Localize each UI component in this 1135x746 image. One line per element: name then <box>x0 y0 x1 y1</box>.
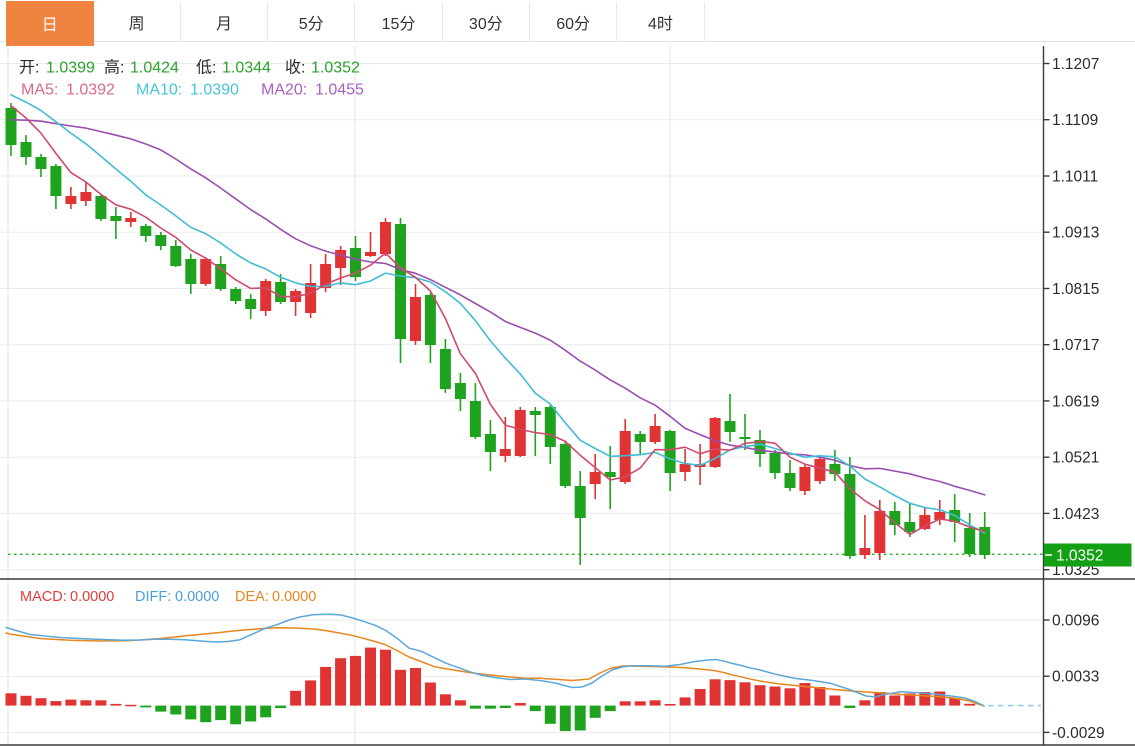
svg-text:高:: 高: <box>104 59 124 77</box>
svg-text:1.0392: 1.0392 <box>66 82 115 99</box>
svg-text:收:: 收: <box>285 59 305 77</box>
svg-text:1.0390: 1.0390 <box>190 82 239 99</box>
svg-text:1.0455: 1.0455 <box>315 82 364 99</box>
svg-text:MA10:: MA10: <box>136 82 182 99</box>
svg-text:1.0352: 1.0352 <box>1056 548 1103 565</box>
svg-text:1.0423: 1.0423 <box>1052 506 1099 523</box>
svg-text:0.0000: 0.0000 <box>70 589 114 605</box>
svg-text:0.0000: 0.0000 <box>272 589 316 605</box>
svg-text:低:: 低: <box>196 59 216 77</box>
svg-text:1.0521: 1.0521 <box>1052 450 1099 467</box>
svg-text:开:: 开: <box>19 60 39 77</box>
svg-text:1.1207: 1.1207 <box>1052 56 1099 73</box>
svg-text:MA5:: MA5: <box>21 82 58 99</box>
svg-text:DEA:: DEA: <box>235 589 269 605</box>
svg-text:1.0424: 1.0424 <box>130 60 179 77</box>
svg-text:0.0096: 0.0096 <box>1052 613 1099 630</box>
svg-text:1.1109: 1.1109 <box>1052 112 1098 129</box>
svg-text:MACD:: MACD: <box>20 589 67 605</box>
svg-text:1.0399: 1.0399 <box>46 60 95 77</box>
svg-text:1.0352: 1.0352 <box>311 60 360 77</box>
svg-text:1.1011: 1.1011 <box>1052 169 1098 186</box>
svg-text:MA20:: MA20: <box>261 82 307 99</box>
svg-text:1.0619: 1.0619 <box>1052 393 1099 410</box>
svg-text:1.0344: 1.0344 <box>222 60 271 77</box>
svg-text:-0.0029: -0.0029 <box>1052 725 1105 742</box>
svg-text:0.0033: 0.0033 <box>1052 669 1099 686</box>
svg-text:1.0815: 1.0815 <box>1052 281 1099 298</box>
svg-text:DIFF:: DIFF: <box>135 589 171 605</box>
svg-text:0.0000: 0.0000 <box>175 589 219 605</box>
svg-text:1.0913: 1.0913 <box>1052 225 1099 242</box>
svg-text:1.0717: 1.0717 <box>1052 337 1099 354</box>
